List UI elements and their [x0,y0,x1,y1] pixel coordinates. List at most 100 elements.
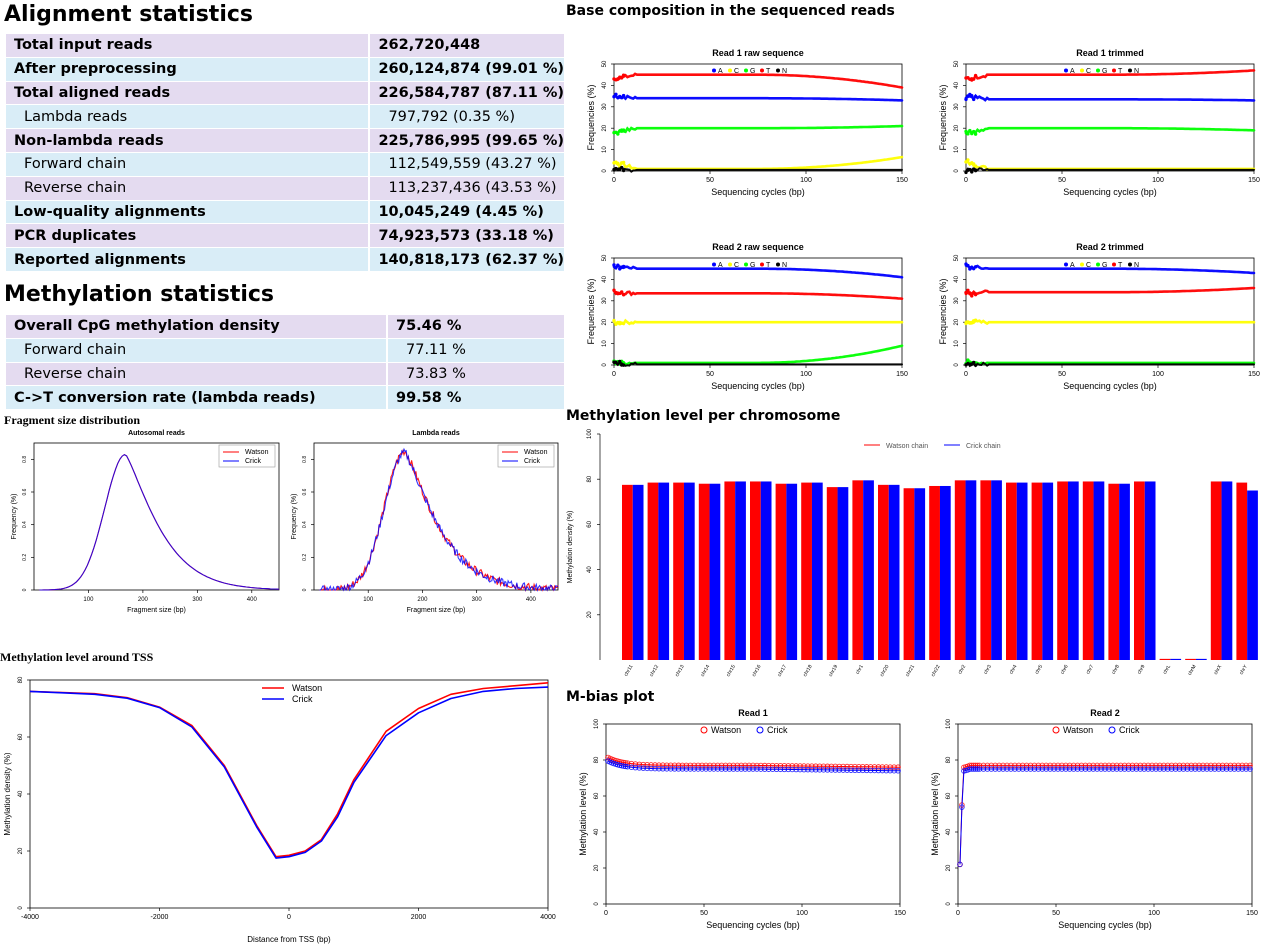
series-crick-point [1117,766,1124,772]
series-watson-point [797,763,803,769]
series-C-point [621,321,626,326]
x-category-label: chr13 [674,664,686,678]
stat-row: Reverse chain 113,237,436 (43.53 %) [6,176,564,201]
series-T-point [973,73,978,78]
series-watson-point [1008,762,1014,769]
series-watson-point [738,762,744,769]
series-crick-point [816,767,823,773]
series-watson-point [1129,762,1136,769]
series-crick-point [1114,766,1120,772]
series-crick-point [1215,766,1222,772]
series-watson-line [319,449,559,592]
series-crick-point [1200,766,1206,772]
stat-value: 113,237,436 (43.53 %) [368,176,564,201]
series-watson-point [852,763,858,770]
x-tick-label: 200 [417,597,428,603]
series-crick-point [1035,766,1042,772]
y-tick-label: 50 [602,254,608,261]
legend-marker [1080,262,1084,267]
series-crick-point [1208,766,1214,772]
y-tick-label: 10 [954,146,960,153]
y-tick-label: 20 [954,318,960,325]
legend-label: Watson [711,725,741,735]
series-crick-point [1098,766,1104,772]
series-crick-point [996,766,1002,772]
legend-label: Crick [524,458,540,465]
series-watson-line [959,764,1252,865]
series-watson-point [773,762,780,769]
x-category-label: chr11 [623,664,634,678]
bar-watson [724,481,736,660]
y-tick-label: 50 [954,254,960,261]
stat-value: 10,045,249 (4.45 %) [368,200,564,224]
series-watson-point [1215,762,1222,769]
series-watson-point [789,763,795,769]
fragment-size-title: Fragment size distribution [4,413,140,427]
series-watson-point [1059,762,1065,769]
legend-label: A [718,68,723,75]
stat-row: Low-quality alignments 10,045,249 (4.45 %… [6,200,564,224]
series-watson-point [992,762,998,769]
series-crick-point [891,767,897,774]
series-watson-point [664,762,670,768]
series-crick-point [750,766,756,772]
stat-row: Reverse chain 73.83 % [6,362,564,386]
bar-watson [1185,658,1196,660]
series-crick-point [1078,766,1085,772]
bar-watson [954,480,966,660]
chart-base-composition-read1-raw: 0 50 100 150 0 10 20 30 40 50 Read 1 raw sequence S… [586,48,908,197]
y-tick-label: 0.6 [22,488,28,495]
series-watson-point [1016,762,1022,769]
series-A-point [621,93,626,98]
series-G-point [973,132,978,136]
series-crick-point [1086,766,1093,772]
series-watson-point [832,763,839,770]
series-watson-point [718,762,725,769]
series-crick-point [1051,766,1057,772]
series-crick-point [812,767,819,773]
bar-watson [903,488,915,660]
series-watson-point [863,764,870,770]
series-C-point [966,158,970,162]
series-crick-point [1066,766,1073,772]
series-watson-point [1019,762,1026,769]
stat-row: PCR duplicates 74,923,573 (33.18 %) [6,223,564,248]
plot-frame [33,442,280,591]
legend-marker [712,68,716,73]
series-watson-point [734,762,741,769]
stat-value: 99.58 % [386,385,564,410]
series-T-point [970,294,974,298]
stat-label: Lambda reads [6,104,370,129]
series-crick-point [836,767,842,773]
legend-marker [756,726,764,734]
bar-crick [965,480,977,660]
x-tick-label: 400 [526,597,537,603]
series-crick-point [824,767,831,773]
series-watson-point [1106,762,1112,769]
series-watson-point [1137,762,1144,769]
series-A-line [964,264,1256,275]
series-crick-point [1164,766,1171,772]
stat-label: Total input reads [6,34,370,58]
x-tick-label: 50 [1058,177,1066,184]
series-crick-point [758,766,764,772]
bar-crick [1119,483,1130,660]
legend-label: A [718,262,723,269]
bar-crick [786,483,798,660]
x-tick-label: 2000 [411,914,427,921]
series-G-point [616,132,620,136]
stat-label: After preprocessing [6,57,370,82]
series-crick-point [860,767,866,774]
y-tick-label: 0 [602,363,608,367]
series-crick-point [726,766,733,772]
bar-watson [980,480,992,660]
legend-label: C [1086,68,1091,75]
chart-title: Read 1 trimmed [1076,48,1144,58]
plot-frame [605,723,901,905]
legend-marker [1128,68,1132,73]
series-A-line [612,94,904,102]
x-tick-label: 50 [700,910,708,917]
series-A-point [614,92,618,97]
chart-tss-methylation: -4000 -2000 0 2000 4000 0 20 40 60 80 Distance fro… [3,676,556,944]
series-crick-point [1227,766,1234,772]
